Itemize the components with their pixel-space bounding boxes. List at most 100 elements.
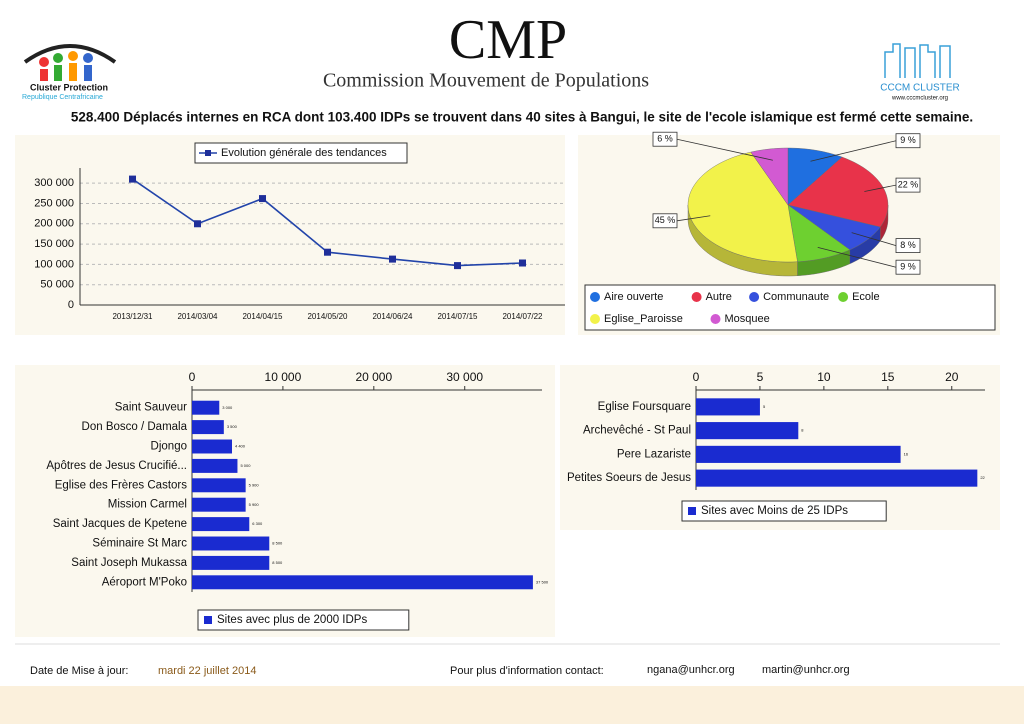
headline: 528.400 Déplacés internes en RCA dont 10…	[71, 110, 973, 125]
x-tick-label: 20 000	[355, 370, 392, 384]
bar	[192, 575, 533, 590]
bar	[696, 398, 760, 416]
value-label: 45 %	[655, 215, 676, 225]
y-tick-label: Apôtres de Jesus Crucifié...	[46, 460, 187, 472]
logo-left	[23, 44, 117, 81]
value-label: 22	[980, 475, 985, 480]
value-label: 6 %	[657, 134, 673, 144]
y-tick-label: Djongo	[151, 441, 187, 453]
value-label: 9 %	[900, 262, 916, 272]
value-label: 8 %	[900, 240, 916, 250]
legend-label: Ecole	[852, 291, 880, 303]
panel	[15, 365, 555, 637]
x-tick-label: 2014/05/20	[307, 312, 348, 321]
legend-label: Eglise_Paroisse	[604, 313, 683, 325]
leader-line	[676, 138, 773, 161]
panel	[15, 135, 565, 335]
value-label: 37 500	[536, 579, 549, 584]
legend-marker	[749, 292, 760, 302]
y-tick-label: 250 000	[34, 197, 74, 209]
legend-box	[681, 500, 887, 522]
legend-marker	[691, 292, 702, 302]
legend-box	[197, 609, 410, 631]
value-label-box	[895, 177, 921, 193]
x-tick-label: 2014/07/22	[502, 312, 543, 321]
line-marker	[129, 175, 136, 183]
value-label: 5 900	[249, 502, 260, 507]
value-label-box	[652, 213, 678, 229]
bar	[192, 420, 224, 435]
x-tick-label: 2014/03/04	[177, 312, 218, 321]
bar	[696, 469, 978, 487]
y-tick-label: Aéroport M'Poko	[102, 576, 187, 588]
page-title: CMP	[449, 9, 567, 71]
legend-marker	[590, 314, 600, 324]
y-tick-label: Don Bosco / Damala	[82, 421, 188, 433]
line-marker	[194, 220, 201, 228]
x-tick-label: 30 000	[446, 370, 483, 384]
footer-email: ngana@unhcr.org	[647, 664, 735, 676]
y-tick-label: Saint Joseph Mukassa	[71, 557, 187, 569]
legend-label: Aire ouverte	[604, 291, 663, 303]
value-label: 3 500	[227, 424, 238, 429]
bar	[696, 422, 799, 440]
legend-label: Mosquee	[725, 313, 770, 325]
pie-slice	[787, 204, 881, 251]
footer-contact-label: Pour plus d'information contact:	[450, 665, 604, 677]
line-marker	[454, 262, 461, 270]
page-subtitle: Commission Mouvement de Populations	[323, 70, 649, 92]
y-tick-label: Archevêché - St Paul	[583, 425, 691, 437]
value-label-box	[652, 131, 678, 147]
value-label: 16	[904, 451, 909, 456]
bar	[192, 458, 238, 473]
logo-subtitle: Republique Centrafricaine	[22, 94, 103, 101]
pie-slice	[787, 204, 851, 262]
y-tick-label: Eglise Foursquare	[598, 401, 691, 413]
y-tick-label: Séminaire St Marc	[92, 538, 187, 550]
value-label: 3 000	[222, 405, 233, 410]
leader-line	[817, 246, 897, 268]
footer-date: mardi 22 juillet 2014	[158, 665, 256, 677]
legend-label: Autre	[706, 291, 732, 303]
line-marker	[389, 255, 396, 263]
x-tick-label: 0	[189, 370, 196, 384]
pie-slice	[787, 156, 889, 228]
x-tick-label: 2014/04/15	[242, 312, 283, 321]
y-tick-label: 200 000	[34, 218, 74, 230]
bar	[192, 555, 270, 570]
legend-label: Communaute	[763, 291, 829, 303]
value-label: 5 000	[240, 463, 251, 468]
y-tick-label: Saint Jacques de Kpetene	[53, 518, 187, 530]
y-tick-label: 50 000	[40, 279, 74, 291]
legend-box	[584, 284, 996, 331]
y-tick-label: 100 000	[34, 258, 74, 270]
logo-right-url: www.cccmcluster.org	[891, 96, 948, 102]
bar	[192, 439, 232, 454]
logo-right-title: CCCM CLUSTER	[880, 83, 959, 94]
leader-line	[851, 232, 897, 246]
x-tick-label: 10 000	[265, 370, 302, 384]
y-tick-label: Eglise des Frères Castors	[55, 479, 188, 491]
value-label: 5	[763, 404, 766, 409]
value-label: 5 900	[249, 482, 260, 487]
bar	[192, 497, 246, 512]
bar	[192, 478, 246, 493]
line-marker	[259, 195, 266, 203]
legend-marker	[838, 292, 849, 302]
pie-slice	[750, 147, 789, 206]
x-tick-label: 5	[757, 370, 764, 384]
leader-line	[676, 215, 711, 222]
legend-label: Sites avec plus de 2000 IDPs	[217, 614, 367, 626]
value-label: 8	[801, 428, 804, 433]
x-tick-label: 2014/07/15	[437, 312, 478, 321]
bar	[696, 445, 901, 463]
logo-right	[884, 43, 951, 78]
x-tick-label: 10	[817, 370, 831, 384]
legend-label: Sites avec Moins de 25 IDPs	[701, 505, 848, 517]
x-tick-label: 20	[945, 370, 959, 384]
pie-slice	[787, 147, 843, 206]
value-label-box	[895, 133, 921, 149]
bar	[192, 400, 220, 415]
leader-line	[864, 184, 897, 192]
